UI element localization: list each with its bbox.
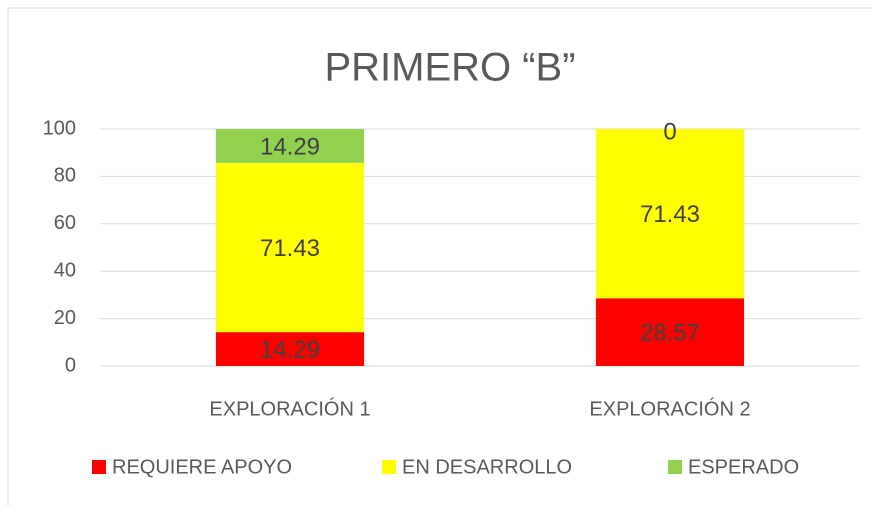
y-tick-label: 0 (65, 354, 76, 376)
y-tick-label: 100 (43, 117, 76, 139)
x-tick-label: EXPLORACIÓN 1 (209, 397, 370, 420)
y-tick-label: 60 (54, 212, 76, 234)
data-label: 71.43 (260, 235, 320, 262)
legend-label: REQUIERE APOYO (112, 456, 292, 478)
y-tick-label: 20 (54, 307, 76, 329)
legend-swatch (668, 460, 682, 474)
data-label: 0 (663, 118, 676, 145)
legend-label: ESPERADO (688, 456, 799, 478)
data-label: 28.57 (640, 319, 700, 346)
bar-segment (595, 129, 745, 299)
x-tick-label: EXPLORACIÓN 2 (589, 397, 750, 420)
legend-label: EN DESARROLLO (402, 456, 572, 478)
bar-segment (215, 128, 365, 163)
y-tick-label: 80 (54, 165, 76, 187)
data-label: 14.29 (260, 133, 320, 160)
data-label: 71.43 (640, 201, 700, 228)
legend-swatch (92, 460, 106, 474)
data-label: 14.29 (260, 336, 320, 363)
bar-segment (215, 332, 365, 366)
y-tick-label: 40 (54, 259, 76, 281)
bar-segment (595, 298, 745, 366)
legend-swatch (382, 460, 396, 474)
chart-title: PRIMERO “B” (324, 46, 575, 90)
bar-segment (215, 162, 365, 333)
